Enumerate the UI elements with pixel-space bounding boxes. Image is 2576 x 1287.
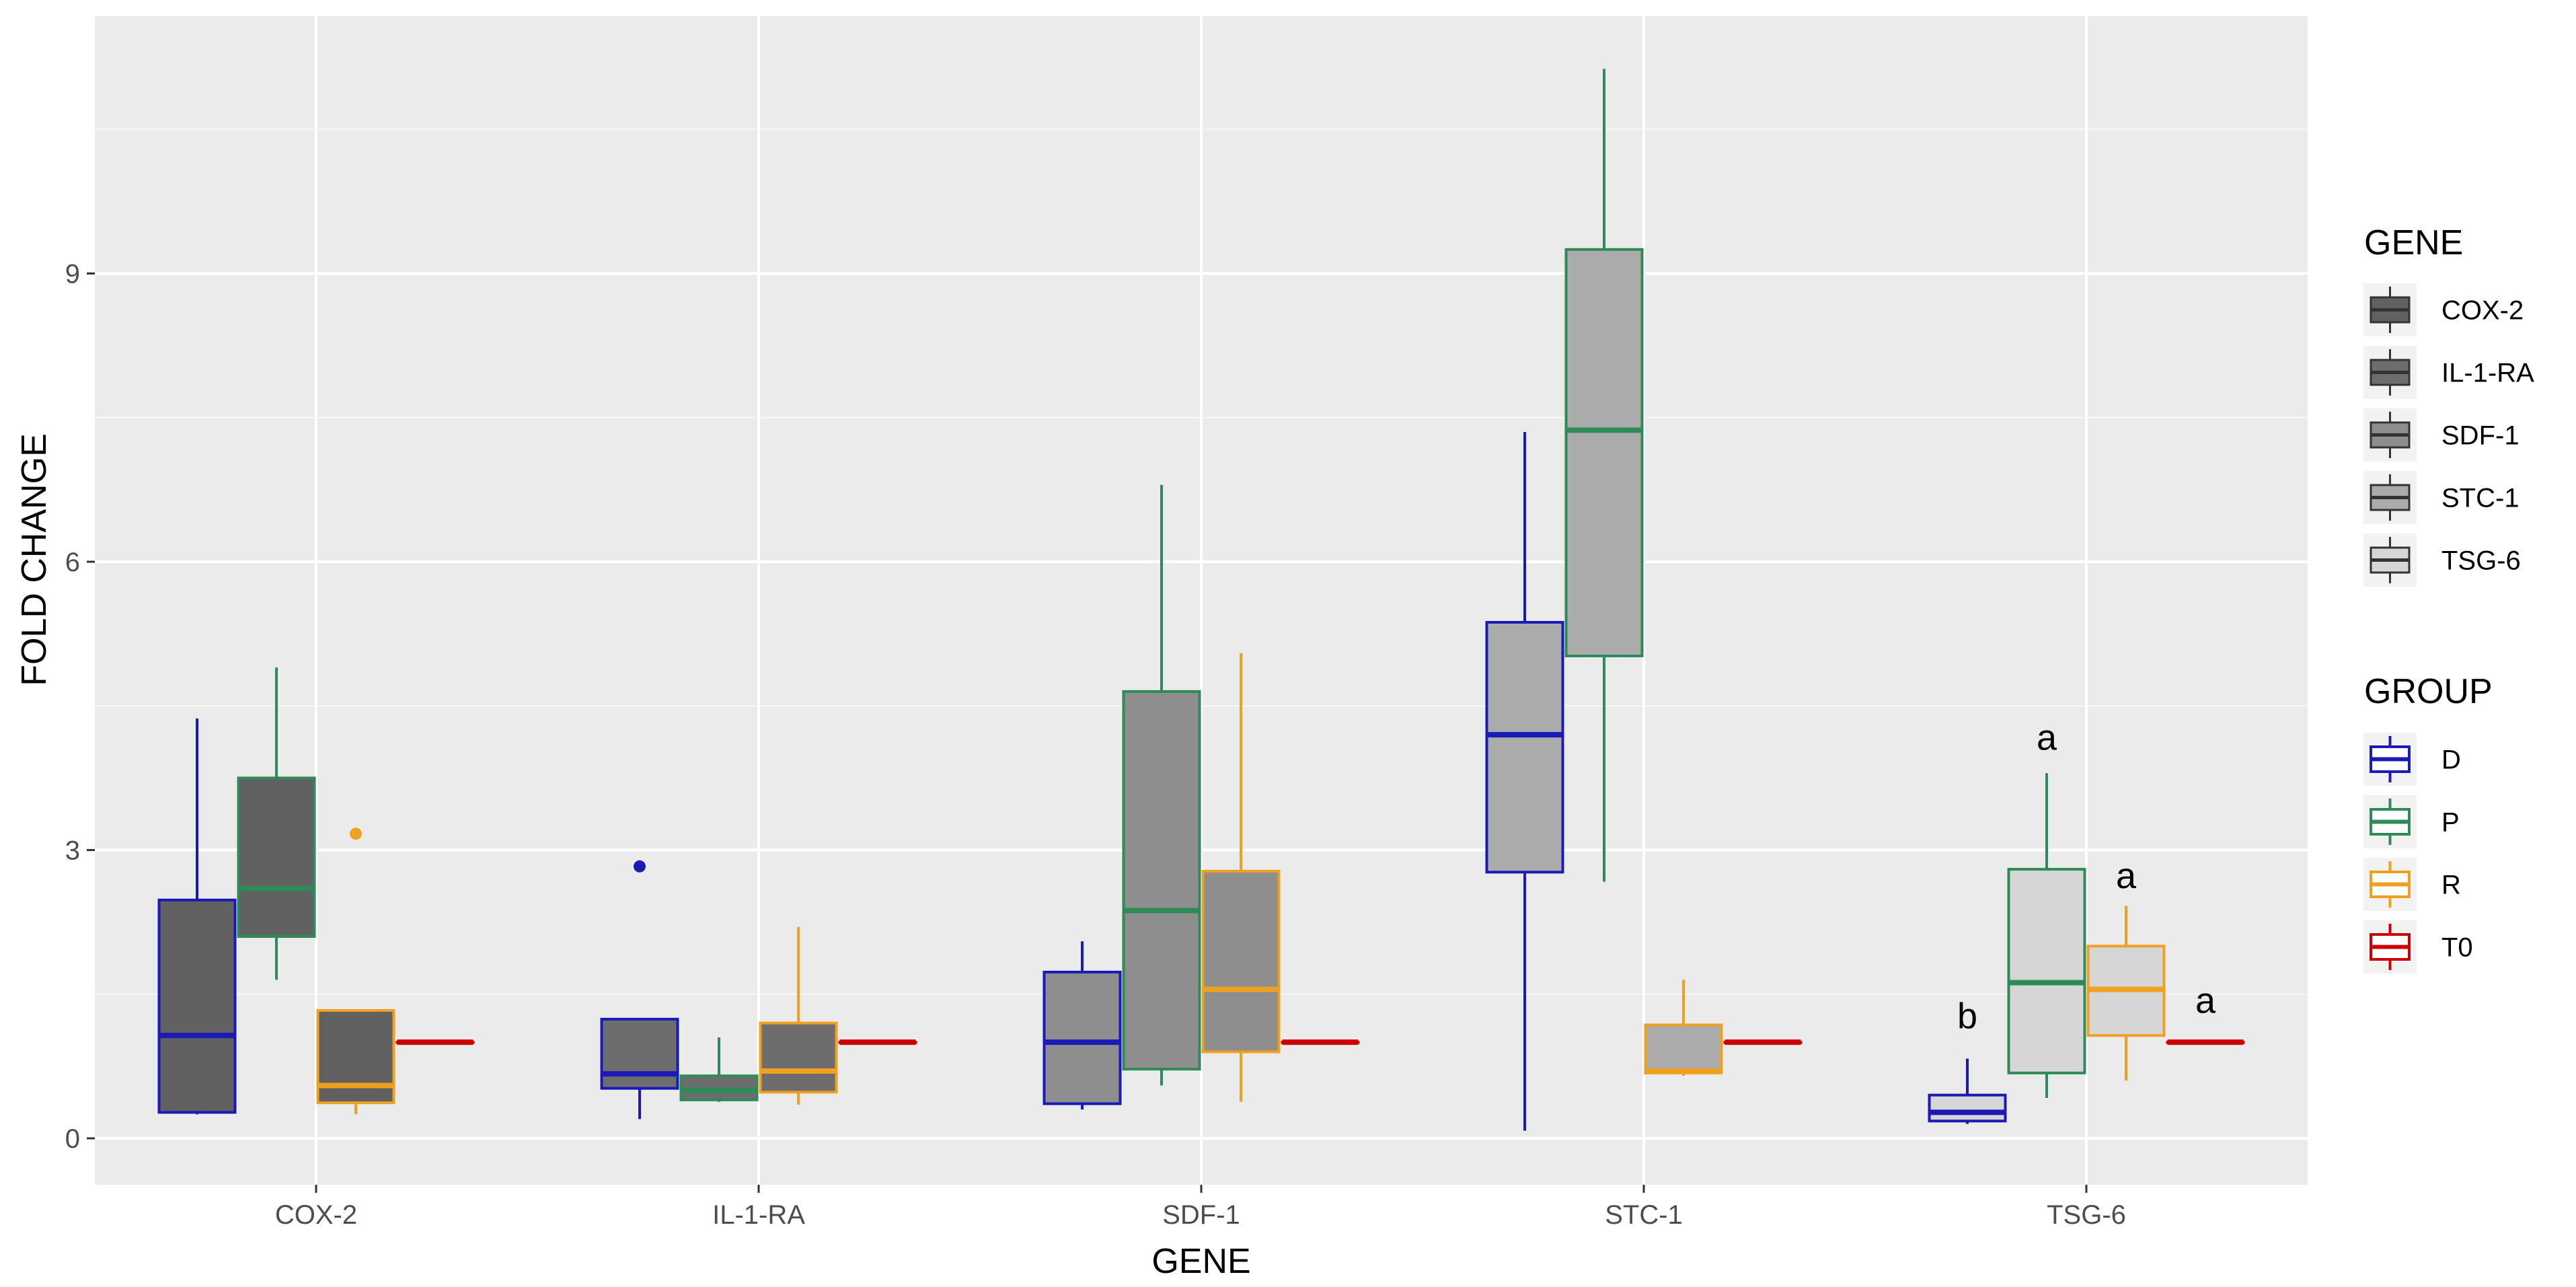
significance-letter: a bbox=[2037, 717, 2057, 758]
box-body bbox=[157, 898, 237, 1114]
legend-group-label: P bbox=[2441, 808, 2460, 838]
legend-gene-key bbox=[2363, 283, 2417, 336]
box-SDF-1-P bbox=[1122, 484, 1201, 1086]
legend-gene-label: STC-1 bbox=[2441, 484, 2520, 513]
box-body bbox=[2007, 868, 2086, 1074]
legend-group-title: GROUP bbox=[2364, 672, 2493, 711]
legend-gene-title: GENE bbox=[2364, 223, 2463, 262]
box-body bbox=[1485, 620, 1564, 874]
box-STC-1-R bbox=[1644, 980, 1723, 1076]
box-STC-1-T0 bbox=[1723, 1039, 1803, 1045]
x-tick-label: TSG-6 bbox=[2047, 1200, 2126, 1230]
y-tick-label: 0 bbox=[65, 1124, 80, 1154]
box-TSG-6-D bbox=[1928, 1058, 2007, 1124]
box-TSG-6-P bbox=[2007, 773, 2086, 1099]
box-body bbox=[600, 1017, 679, 1090]
box-IL-1-RA-R bbox=[759, 926, 838, 1105]
legend-group-label: T0 bbox=[2441, 933, 2473, 963]
legend-group-key bbox=[2363, 920, 2417, 973]
box-STC-1-D bbox=[1485, 432, 1564, 1131]
box-SDF-1-T0 bbox=[1281, 1039, 1360, 1045]
box-STC-1-P bbox=[1564, 69, 1644, 882]
box-COX-2-P bbox=[237, 667, 316, 980]
legend-gene-key bbox=[2363, 471, 2417, 524]
box-COX-2-R bbox=[316, 828, 395, 1115]
box-SDF-1-D bbox=[1043, 941, 1122, 1110]
outlier-point bbox=[634, 860, 646, 873]
box-body bbox=[1644, 1023, 1723, 1074]
axes: 0 3 6 9 COX-2 IL-1-RA SDF-1 STC-1 TSG-6 bbox=[65, 260, 2126, 1230]
significance-letter: a bbox=[2116, 856, 2137, 896]
legend-gene-key bbox=[2363, 346, 2417, 399]
legend-group-label: D bbox=[2441, 745, 2461, 775]
box-TSG-6-T0 bbox=[2166, 1039, 2245, 1045]
y-tick-label: 6 bbox=[65, 548, 80, 577]
x-tick-label: STC-1 bbox=[1605, 1200, 1683, 1230]
legend-gene-key bbox=[2363, 534, 2417, 587]
y-axis-title: FOLD CHANGE bbox=[15, 433, 54, 686]
grid bbox=[95, 16, 2308, 1185]
box-body bbox=[1928, 1093, 2007, 1123]
box-COX-2-T0 bbox=[395, 1039, 475, 1045]
box-body bbox=[1043, 970, 1122, 1105]
box-body bbox=[1564, 248, 1644, 657]
box-IL-1-RA-P bbox=[679, 1037, 759, 1102]
legend-gene-label: SDF-1 bbox=[2441, 421, 2520, 451]
x-tick-label: COX-2 bbox=[275, 1200, 357, 1230]
box-body bbox=[1201, 869, 1281, 1054]
x-tick-label: IL-1-RA bbox=[712, 1200, 805, 1230]
legend-group-key bbox=[2363, 733, 2417, 786]
outlier-point bbox=[350, 828, 362, 840]
significance-letter: a bbox=[2195, 981, 2216, 1021]
box-body bbox=[237, 776, 316, 939]
legend-gene-label: TSG-6 bbox=[2441, 546, 2521, 576]
box-IL-1-RA-T0 bbox=[838, 1039, 917, 1045]
box-COX-2-D bbox=[157, 718, 237, 1115]
legend-gene-label: COX-2 bbox=[2441, 296, 2524, 326]
box-body bbox=[1122, 690, 1201, 1071]
y-tick-label: 3 bbox=[65, 836, 80, 866]
legend-gene-key bbox=[2363, 408, 2417, 462]
legend-group-key bbox=[2363, 858, 2417, 911]
box-TSG-6-R bbox=[2086, 906, 2166, 1081]
box-body bbox=[316, 1009, 395, 1105]
boxes bbox=[157, 69, 2245, 1131]
box-IL-1-RA-D bbox=[600, 860, 679, 1119]
legend-group-key bbox=[2363, 795, 2417, 848]
significance-letter: b bbox=[1957, 996, 1977, 1037]
legend: GENE GROUP COX-2 IL-1-RA SDF-1 STC-1 TSG-6 D P… bbox=[2363, 223, 2534, 973]
legend-group-label: R bbox=[2441, 871, 2461, 900]
x-tick-label: SDF-1 bbox=[1162, 1200, 1240, 1230]
significance-annotations: b a a a bbox=[1957, 717, 2216, 1036]
box-SDF-1-R bbox=[1201, 653, 1281, 1102]
x-axis-title: GENE bbox=[1151, 1242, 1250, 1281]
legend-gene-label: IL-1-RA bbox=[2441, 359, 2534, 388]
y-tick-label: 9 bbox=[65, 260, 80, 289]
box-body bbox=[759, 1021, 838, 1094]
